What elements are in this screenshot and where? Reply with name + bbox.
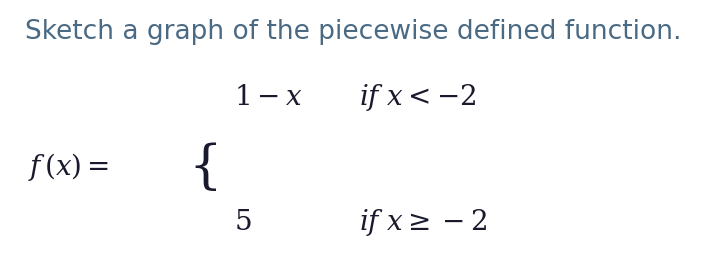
Text: $\mathit{if}\ x < -2$: $\mathit{if}\ x < -2$ [359,82,476,113]
Text: $5$: $5$ [234,208,252,236]
Text: $\{$: $\{$ [188,140,217,193]
Text: $1 - x$: $1 - x$ [234,83,303,111]
Text: $f\,(x) = $: $f\,(x) = $ [28,151,110,183]
Text: $\mathit{if}\ x \geq -2$: $\mathit{if}\ x \geq -2$ [359,207,486,238]
Text: Sketch a graph of the piecewise defined function.: Sketch a graph of the piecewise defined … [25,19,682,46]
